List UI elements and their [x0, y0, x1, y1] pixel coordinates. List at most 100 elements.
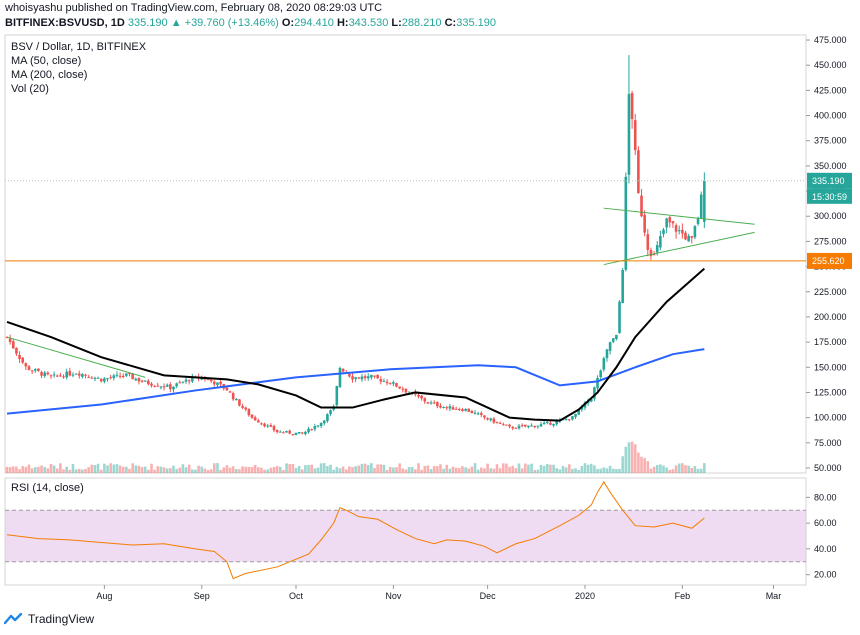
- candle-body: [502, 424, 505, 426]
- candle-body: [655, 245, 659, 253]
- volume-bar: [137, 465, 141, 473]
- candle-body: [175, 383, 178, 387]
- volume-bar: [552, 464, 555, 473]
- volume-bar: [517, 463, 521, 473]
- candle-body: [11, 341, 15, 349]
- candle-body: [693, 226, 697, 238]
- volume-bar: [147, 469, 150, 473]
- volume-bar: [580, 466, 584, 473]
- price-chart[interactable]: 50.000 75.000 100.000 125.000 150.000 175.000…: [0, 0, 860, 610]
- candle-body: [703, 180, 706, 222]
- candle-body: [18, 354, 21, 360]
- volume-bar: [423, 466, 427, 473]
- volume-bar: [536, 469, 540, 473]
- volume-bar: [266, 469, 270, 473]
- candle-body: [624, 176, 628, 270]
- volume-bar: [652, 466, 656, 473]
- volume-bar: [46, 468, 50, 473]
- candle-body: [297, 431, 301, 434]
- candle-body: [165, 384, 169, 387]
- volume-bar: [498, 468, 502, 473]
- volume-bar: [436, 466, 439, 473]
- candle-body: [46, 372, 50, 375]
- volume-bar: [40, 465, 43, 473]
- volume-bar: [21, 466, 25, 473]
- volume-bar: [131, 463, 134, 473]
- volume-bar: [684, 465, 687, 473]
- candle-body: [687, 235, 690, 242]
- volume-bar: [605, 468, 609, 473]
- volume-bar: [121, 466, 125, 473]
- volume-bar: [458, 468, 461, 473]
- y-tick-label: 75.000: [814, 438, 842, 448]
- volume-bar: [690, 467, 694, 473]
- volume-bar: [96, 463, 100, 473]
- candle-body: [354, 377, 357, 380]
- volume-bar: [674, 465, 678, 473]
- volume-bar: [24, 466, 28, 473]
- candle-body: [191, 376, 194, 382]
- candle-body: [244, 407, 248, 410]
- volume-bar: [8, 467, 12, 473]
- volume-bar: [203, 468, 207, 473]
- candle-body: [15, 347, 18, 354]
- volume-bar: [599, 468, 602, 473]
- volume-bar: [486, 463, 489, 473]
- candle-body: [404, 388, 408, 393]
- volume-bar: [539, 464, 543, 473]
- candle-body: [476, 413, 480, 415]
- volume-bar: [687, 465, 690, 473]
- volume-bar: [200, 466, 204, 473]
- volume-bar: [370, 463, 373, 473]
- x-tick-label: Dec: [480, 591, 497, 601]
- volume-bar: [297, 466, 301, 473]
- volume-bar: [162, 467, 166, 473]
- volume-bar: [253, 464, 257, 473]
- candle-body: [106, 378, 109, 380]
- volume-bar: [118, 465, 122, 473]
- candle-body: [62, 376, 65, 378]
- change-arrow-icon: ▲: [170, 17, 182, 29]
- candle-body: [300, 432, 304, 434]
- low-label: L:: [391, 17, 402, 29]
- candle-body: [77, 373, 81, 376]
- candle-body: [351, 376, 354, 380]
- candle-body: [436, 402, 439, 407]
- legend-ma200: MA (200, close): [11, 69, 87, 81]
- volume-bar: [81, 469, 84, 473]
- last-price-tag-label: 335.190: [812, 176, 845, 186]
- open-value: 294.410: [294, 17, 334, 29]
- high-label: H:: [336, 17, 349, 29]
- candle-body: [461, 409, 464, 411]
- x-tick-label: Oct: [289, 591, 304, 601]
- volume-bar: [194, 469, 197, 473]
- volume-bar: [288, 464, 292, 473]
- volume-bar: [555, 468, 559, 473]
- candle-body: [684, 232, 687, 240]
- volume-bar: [426, 465, 430, 473]
- volume-bar: [583, 463, 587, 473]
- candle-body: [269, 425, 273, 427]
- volume-bar: [222, 467, 226, 473]
- volume-bar: [476, 469, 480, 473]
- rsi-band: [5, 510, 806, 562]
- candle-body: [329, 410, 332, 415]
- candle-body: [282, 432, 285, 434]
- candle-body: [153, 385, 156, 387]
- volume-bar: [489, 468, 493, 473]
- volume-bar: [307, 465, 310, 473]
- brand-name: TradingView: [28, 612, 95, 626]
- volume-bar: [49, 463, 53, 473]
- candle-body: [659, 236, 662, 248]
- candle-body: [448, 406, 452, 409]
- candle-body: [291, 434, 295, 436]
- volume-bar: [260, 467, 263, 473]
- candle-body: [253, 417, 257, 421]
- candle-body: [209, 379, 213, 382]
- volume-bar: [275, 465, 279, 473]
- publish-info: whoisyashu published on TradingView.com,…: [5, 2, 383, 14]
- candle-body: [162, 386, 166, 388]
- candle-body: [125, 373, 128, 376]
- candle-body: [121, 376, 125, 378]
- candle-body: [360, 376, 364, 380]
